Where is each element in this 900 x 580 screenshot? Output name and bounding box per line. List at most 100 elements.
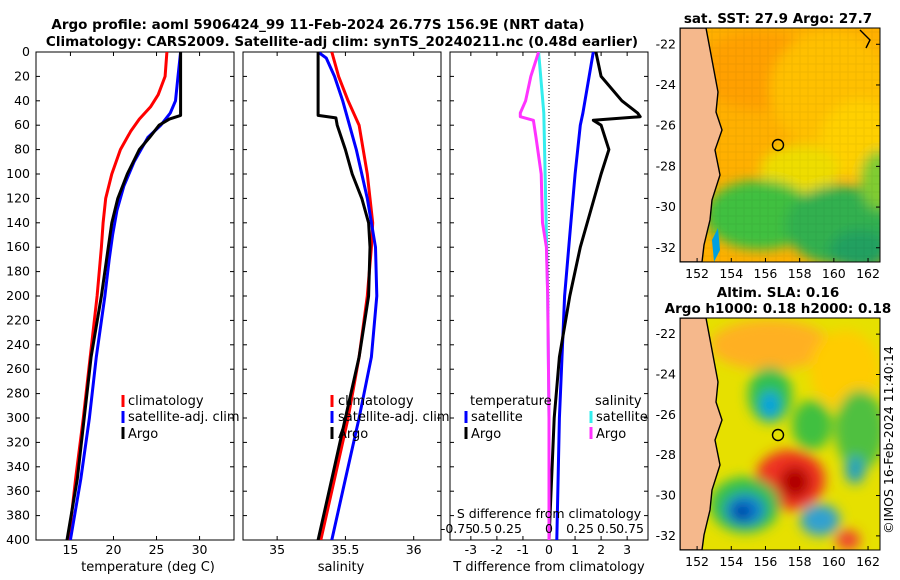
longitude-tick-label: 160	[822, 266, 846, 281]
series-line-satellite-adj-clim	[68, 52, 183, 540]
temperature-tick-label: 15	[62, 542, 78, 557]
difference-tick-label: 0	[545, 542, 553, 557]
legend-label-satellite: satellite-adj. clim	[128, 410, 240, 425]
temperature-axis: 15 20 25 30	[62, 52, 208, 557]
depth-tick-label: 120	[6, 190, 30, 205]
sla-map-land	[680, 318, 723, 550]
depth-tick-label: 0	[22, 44, 30, 59]
sla-map-frame	[679, 317, 881, 551]
s-difference-tick-label: 0.5	[597, 521, 617, 536]
depth-tick-label: 300	[6, 410, 30, 425]
series-line-argo	[65, 52, 183, 540]
temperature-tick-label: 20	[106, 542, 122, 557]
sla-map-axes: 152 154 156 158 160 162 -22 -24 -26 -28 -30 -32	[656, 326, 880, 569]
latitude-tick-label: -32	[656, 528, 676, 543]
depth-tick-label: 260	[6, 361, 30, 376]
salinity-tick-label: 35.5	[331, 542, 359, 557]
legend-label-argo: Argo	[128, 427, 158, 442]
latitude-tick-label: -30	[656, 488, 676, 503]
figure-title-line1: Argo profile: aoml 5906424_99 11-Feb-202…	[51, 17, 584, 33]
salinity-legend: climatology satellite-adj. clim Argo	[330, 394, 450, 442]
s-difference-tick-label: 0	[545, 521, 553, 536]
difference-tick-label: -3	[465, 542, 477, 557]
temperature-series	[65, 52, 183, 540]
depth-tick-label: 180	[6, 264, 30, 279]
legend-label-t-argo: Argo	[471, 427, 501, 442]
s-difference-tick-label: 0.75	[616, 521, 644, 536]
series-line-t-argo	[547, 52, 642, 540]
sla-map-field	[680, 318, 880, 550]
depth-tick-label: 160	[6, 239, 30, 254]
longitude-tick-label: 158	[788, 554, 812, 569]
sla-map-title-line1: Altim. SLA: 0.16	[717, 285, 839, 301]
depth-tick-label: 360	[6, 483, 30, 498]
latitude-tick-label: -28	[656, 158, 676, 173]
salinity-tick-label: 36	[406, 542, 422, 557]
longitude-tick-label: 160	[822, 554, 846, 569]
depth-tick-label: 140	[6, 215, 30, 230]
latitude-tick-label: -26	[656, 407, 676, 422]
depth-tick-label: 220	[6, 312, 30, 327]
salinity-axis: 35 35.5 36	[269, 52, 422, 557]
longitude-tick-label: 158	[788, 266, 812, 281]
sst-map-cold-coastal	[712, 228, 720, 262]
depth-tick-label: 80	[14, 142, 30, 157]
latitude-tick-label: -22	[656, 326, 676, 341]
s-difference-tick-label: -0.75	[441, 521, 473, 536]
latitude-tick-label: -22	[656, 36, 676, 51]
depth-tick-label: 40	[14, 93, 30, 108]
depth-tick-label: 340	[6, 459, 30, 474]
sst-map-argo-marker	[771, 138, 785, 152]
legend-heading-temperature: temperature	[470, 394, 552, 409]
depth-tick-label: 400	[6, 532, 30, 547]
salinity-xlabel: salinity	[318, 560, 365, 575]
series-line-t-satellite	[555, 52, 595, 540]
longitude-tick-label: 162	[856, 266, 880, 281]
difference-tick-label: 2	[597, 542, 605, 557]
longitude-tick-label: 154	[719, 266, 743, 281]
difference-series	[518, 52, 642, 540]
longitude-tick-label: 152	[685, 266, 709, 281]
legend-label-argo: Argo	[338, 427, 368, 442]
latitude-tick-label: -28	[656, 447, 676, 462]
sst-map-frame	[679, 27, 881, 263]
difference-legend: temperature satellite Argo salinity sate…	[464, 394, 648, 442]
longitude-tick-label: 156	[754, 266, 778, 281]
depth-tick-label: 200	[6, 288, 30, 303]
latitude-tick-label: -24	[656, 77, 676, 92]
credit-text: ©IMOS 16-Feb-2024 11:40:14	[881, 346, 896, 534]
temperature-tick-label: 30	[192, 542, 208, 557]
longitude-tick-label: 162	[856, 554, 880, 569]
s-difference-tick-label: 0.25	[494, 521, 522, 536]
sst-map-axes: 152 154 156 158 160 162 -22 -24 -26 -28 -30 -32	[656, 36, 880, 281]
difference-tick-label: 1	[571, 542, 579, 557]
sst-map-land	[680, 28, 723, 262]
difference-tick-label: -1	[517, 542, 529, 557]
latitude-tick-label: -32	[656, 240, 676, 255]
legend-label-t-satellite: satellite	[471, 410, 523, 425]
latitude-tick-label: -24	[656, 366, 676, 381]
temperature-panel-frame	[35, 51, 235, 541]
temperature-xlabel: temperature (deg C)	[81, 560, 215, 575]
s-difference-xlabel: S difference from climatology	[457, 506, 642, 521]
legend-label-satellite: satellite-adj. clim	[338, 410, 450, 425]
depth-tick-label: 20	[14, 68, 30, 83]
depth-tick-label: 60	[14, 117, 30, 132]
legend-label-climatology: climatology	[128, 394, 204, 409]
sst-map-title: sat. SST: 27.9 Argo: 27.7	[684, 11, 872, 27]
profile-lines	[65, 52, 642, 540]
legend-label-s-argo: Argo	[596, 427, 626, 442]
depth-tick-label: 280	[6, 386, 30, 401]
series-line-satellite-adj-clim	[317, 52, 379, 540]
latitude-tick-label: -26	[656, 118, 676, 133]
legend-heading-salinity: salinity	[595, 394, 642, 409]
sla-map-title-line2: Argo h1000: 0.18 h2000: 0.18	[665, 301, 892, 317]
legend-label-s-satellite: satellite	[596, 410, 648, 425]
difference-tick-label: -2	[491, 542, 503, 557]
temperature-legend: climatology satellite-adj. clim Argo	[121, 394, 240, 442]
salinity-tick-label: 35	[269, 542, 285, 557]
longitude-tick-label: 152	[685, 554, 709, 569]
s-difference-axis: -0.750.5 0.25 0 0.25 0.5 0.75	[441, 521, 644, 536]
series-line-climatology	[319, 52, 375, 540]
